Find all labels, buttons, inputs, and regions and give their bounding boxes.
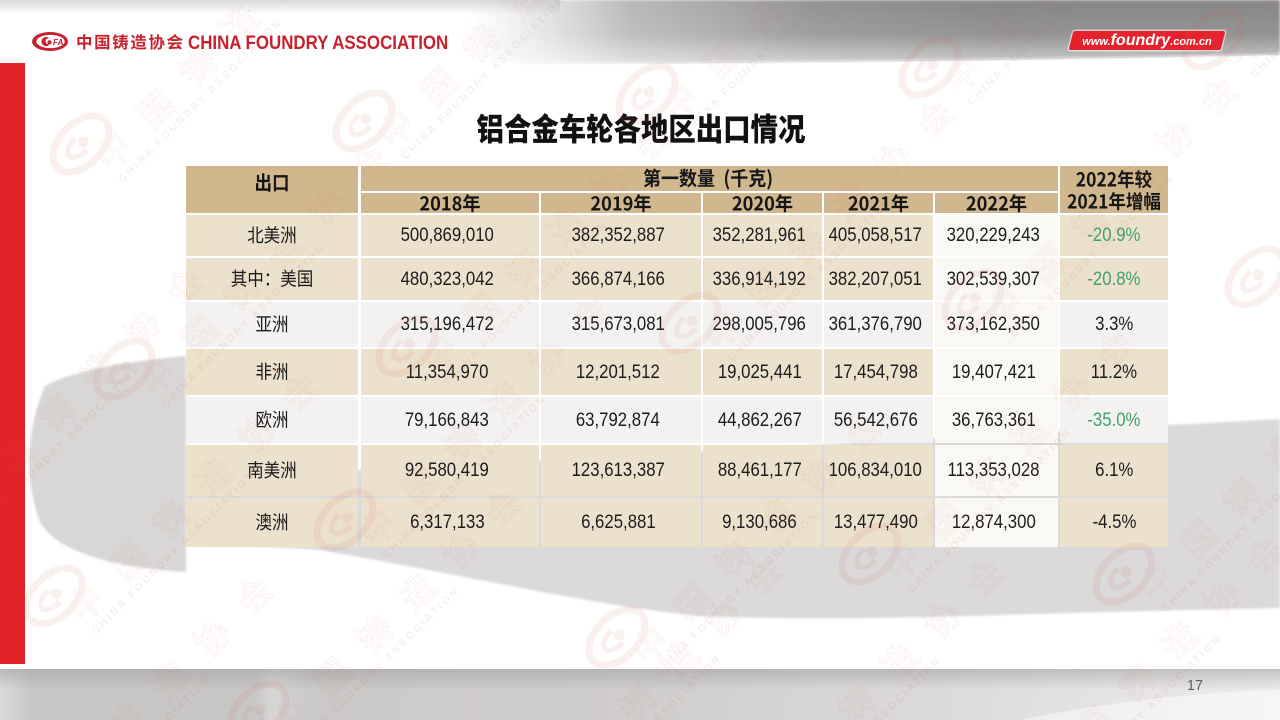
svg-text:FA: FA [53,38,63,47]
